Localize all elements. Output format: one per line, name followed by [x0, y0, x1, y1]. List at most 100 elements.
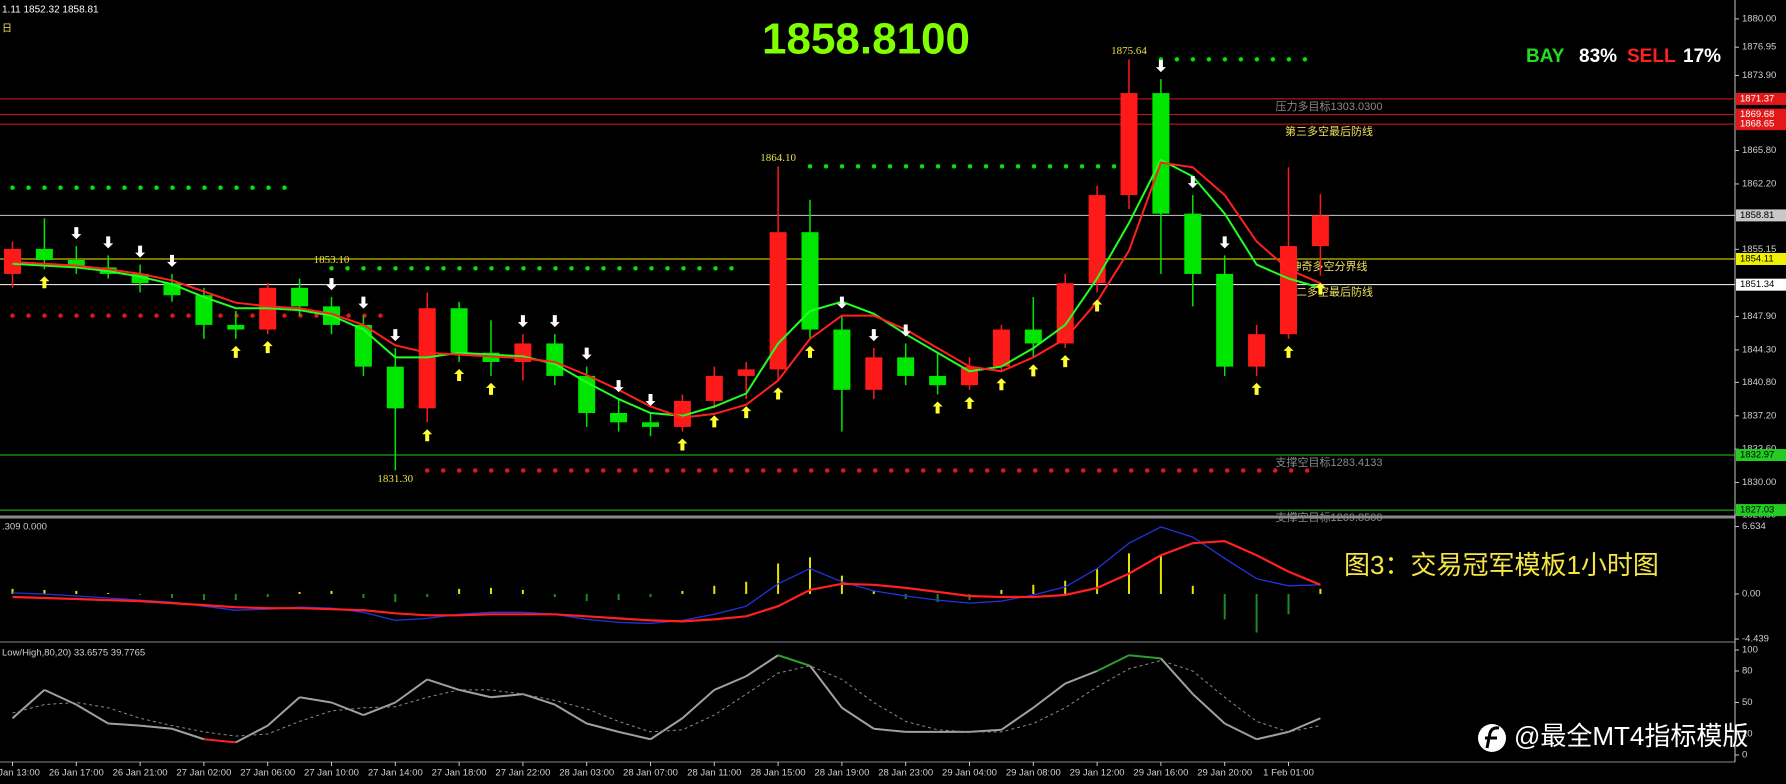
candle-body — [992, 329, 1010, 367]
stochastic-segment — [171, 727, 205, 741]
signal-line — [12, 659, 1321, 737]
y-tick-label: 1830.00 — [1742, 477, 1776, 488]
annotation: 图3：交易冠军模板1小时图 — [1344, 550, 1659, 580]
arrow-up — [262, 341, 273, 354]
arrow-down — [390, 329, 401, 342]
candle-body — [929, 375, 947, 386]
x-tick-label: 28 Jan 07:00 — [623, 768, 678, 779]
level-text: 支撑空目标1269.8500 — [1276, 510, 1383, 524]
panel-label: .309 0.000 — [2, 522, 47, 533]
candle-body — [737, 369, 755, 376]
stochastic-segment — [75, 703, 109, 725]
candle-body — [354, 324, 372, 367]
y-tick-label: 6.634 — [1742, 521, 1766, 532]
price-tag-label: 1858.81 — [1740, 210, 1774, 221]
current-price: 1858.8100 — [762, 15, 970, 64]
level-text: 第二多空最后防线 — [1285, 285, 1373, 299]
candle-body — [1088, 195, 1106, 284]
arrow-up — [1251, 382, 1262, 395]
x-tick-label: 26 Jan 17:00 — [49, 768, 104, 779]
y-tick-label: 1840.80 — [1742, 377, 1776, 388]
stochastic-segment — [1224, 722, 1258, 741]
arrow-up — [932, 401, 943, 414]
stochastic-segment — [426, 678, 460, 691]
stochastic-segment — [1160, 657, 1194, 695]
arrow-up — [486, 382, 496, 395]
x-tick-label: 1 Feb 01:00 — [1263, 768, 1314, 779]
candle-body — [546, 343, 564, 376]
x-tick-label: 29 Jan 16:00 — [1133, 768, 1188, 779]
arrow-down — [900, 324, 911, 337]
candle-body — [1152, 93, 1170, 214]
arrow-down — [581, 347, 592, 360]
watermark: @最全MT4指标模版 — [1514, 721, 1748, 751]
stochastic-segment — [1288, 717, 1321, 733]
arrow-up — [230, 345, 241, 358]
stochastic-segment — [363, 701, 396, 717]
y-tick-label: 50 — [1742, 697, 1753, 708]
stochastic-segment — [490, 693, 523, 699]
price-tag — [1736, 118, 1786, 131]
arrow-down — [167, 254, 177, 267]
y-tick-label: 1865.80 — [1742, 145, 1776, 156]
arrow-up — [709, 415, 720, 428]
price-tag — [1736, 449, 1786, 462]
candle-body — [1311, 215, 1329, 247]
candle-body — [1280, 246, 1297, 335]
arrow-down — [645, 394, 656, 406]
x-tick-label: 28 Jan 15:00 — [751, 768, 806, 779]
stochastic-segment — [140, 724, 173, 730]
candle-body — [642, 422, 659, 427]
stochastic-segment — [586, 722, 619, 733]
x-tick-label: 29 Jan 20:00 — [1197, 768, 1252, 779]
arrow-down — [517, 315, 528, 328]
stochastic-segment — [331, 701, 364, 717]
candle-body — [1216, 273, 1234, 367]
y-tick-label: 80 — [1742, 666, 1753, 677]
info-text: 1.11 1852.32 1858.81 — [2, 5, 99, 16]
price-tag-label: 1854.11 — [1740, 253, 1774, 264]
stochastic-segment — [394, 678, 428, 704]
stochastic-segment — [809, 665, 843, 709]
peak-label: 1864.10 — [760, 152, 796, 164]
x-tick-label: 27 Jan 22:00 — [495, 768, 550, 779]
peak-label: 1831.30 — [377, 473, 413, 485]
arrow-up — [741, 406, 752, 419]
candle-body — [610, 413, 628, 423]
panel-label: Low/High,80,20) 33.6575 39.7765 — [2, 648, 145, 659]
arrow-up — [1060, 355, 1071, 368]
y-tick-label: 0.00 — [1742, 588, 1761, 599]
stochastic-segment — [1000, 706, 1034, 731]
arrow-up — [677, 438, 688, 451]
stochastic-segment — [1064, 670, 1098, 685]
candle-body — [865, 357, 883, 390]
candle-body — [833, 329, 851, 390]
y-tick-label: -4.439 — [1742, 634, 1769, 645]
stochastic-segment — [777, 654, 811, 667]
y-tick-label: 1855.15 — [1742, 244, 1776, 255]
level-text: 压力多目标1303.0300 — [1276, 99, 1383, 113]
candle-body — [450, 308, 468, 353]
y-tick-label: 1876.95 — [1742, 42, 1776, 53]
candle-body — [673, 400, 691, 427]
price-tag-label: 1871.37 — [1740, 93, 1774, 104]
arrow-up — [454, 369, 465, 381]
x-tick-label: 28 Jan 23:00 — [878, 768, 933, 779]
stochastic-segment — [618, 730, 651, 741]
arrow-up — [805, 345, 815, 358]
price-tag — [1736, 504, 1786, 517]
arrow-up — [422, 429, 433, 442]
level-text: 支撑空目标1283.4133 — [1276, 455, 1383, 469]
x-tick-label: 28 Jan 03:00 — [559, 768, 614, 779]
price-tag — [1736, 108, 1786, 121]
price-tag-label: 1851.34 — [1740, 279, 1774, 290]
peak-label: 1875.64 — [1111, 45, 1147, 57]
icon-glyph — [1485, 726, 1500, 749]
x-tick-label: 27 Jan 18:00 — [432, 768, 487, 779]
peak-label: 1853.10 — [314, 254, 350, 266]
stochastic-segment — [1096, 654, 1130, 672]
candle-body — [1184, 213, 1202, 274]
